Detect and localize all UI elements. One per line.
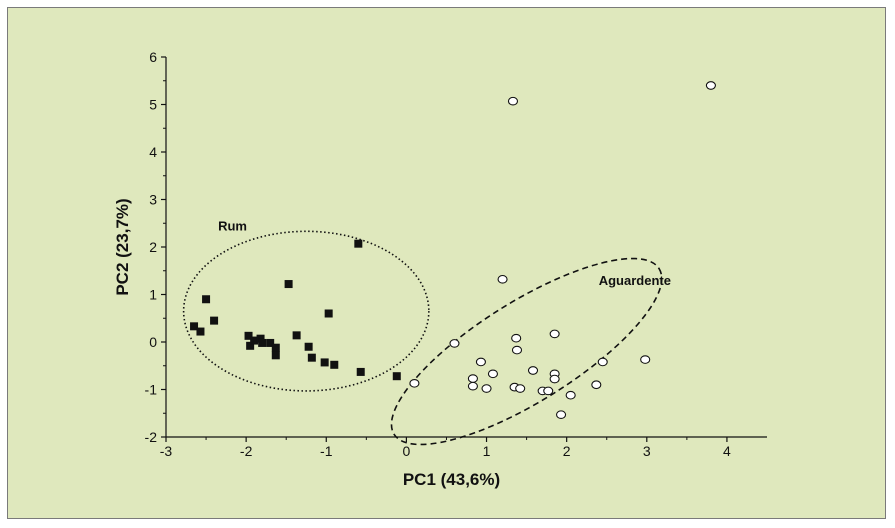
- rum-point: [284, 280, 293, 289]
- ellipse-aguardente: [390, 257, 663, 446]
- y-tick-label: -1: [145, 382, 158, 398]
- x-tick-label: 0: [403, 443, 411, 459]
- rum-point: [324, 309, 333, 318]
- y-tick-label: 0: [149, 334, 157, 350]
- aguardente-point: [515, 384, 526, 393]
- x-tick-label: 1: [483, 443, 491, 459]
- x-tick-label: 4: [723, 443, 731, 459]
- y-tick-label: 2: [149, 239, 157, 255]
- aguardente-point: [511, 333, 522, 343]
- ellipse-rum: [182, 230, 430, 392]
- rum-point: [258, 338, 267, 347]
- aguardente-point: [640, 355, 651, 364]
- aguardente-point: [467, 381, 478, 391]
- rum-point: [354, 239, 363, 248]
- aguardente-point: [591, 380, 602, 390]
- group-label: Aguardente: [599, 273, 671, 288]
- aguardente-point: [467, 374, 478, 383]
- rum-point: [210, 316, 219, 325]
- aguardente-point: [705, 81, 716, 90]
- rum-point: [292, 331, 301, 340]
- aguardente-point: [487, 369, 498, 379]
- rum-point: [196, 327, 205, 336]
- chart-panel: -3 -2 -1 0 1 2 3 4 -2 -1 0 1 2 3 4 5 6 Rum Aguardente PC1…: [7, 7, 886, 519]
- aguardente-point: [549, 374, 560, 384]
- axes: [165, 57, 767, 438]
- rum-point: [271, 343, 280, 352]
- rum-point: [392, 372, 401, 381]
- rum-point: [271, 351, 280, 360]
- group-label: Rum: [218, 218, 247, 233]
- aguardente-point: [597, 357, 608, 367]
- aguardente-point: [565, 390, 576, 400]
- y-tick-label: 1: [149, 287, 157, 303]
- aguardente-point: [543, 386, 554, 396]
- x-axis-title: PC1 (43,6%): [403, 470, 500, 489]
- x-tick-label: -1: [320, 443, 333, 459]
- aguardente-point: [556, 410, 567, 420]
- rum-point: [246, 341, 255, 350]
- y-tick-label: 3: [149, 192, 157, 208]
- y-tick-label: 4: [149, 144, 157, 160]
- rum-point: [330, 360, 339, 369]
- rum-point: [250, 336, 259, 345]
- aguardente-point: [511, 345, 523, 355]
- x-tick-label: 2: [563, 443, 571, 459]
- rum-point: [307, 353, 316, 362]
- rum-point: [356, 367, 365, 376]
- y-tick-label: 6: [149, 49, 157, 65]
- group-ellipses: [182, 230, 663, 446]
- data-points: [190, 81, 716, 420]
- aguardente-point: [527, 366, 539, 375]
- x-tick-label: 3: [643, 443, 651, 459]
- aguardente-point: [475, 357, 486, 367]
- y-axis-title: PC2 (23,7%): [113, 198, 132, 295]
- rum-point: [244, 331, 253, 340]
- rum-point: [256, 334, 265, 343]
- rum-point: [304, 342, 313, 351]
- x-tick-label: -3: [160, 443, 173, 459]
- aguardente-point: [497, 274, 508, 284]
- x-tick-label: -2: [240, 443, 253, 459]
- rum-point: [266, 338, 275, 347]
- rum-point: [320, 358, 329, 367]
- aguardente-point: [481, 384, 492, 393]
- aguardente-point: [449, 339, 460, 348]
- aguardente-point: [409, 378, 420, 388]
- aguardente-point: [507, 96, 519, 106]
- y-tick-label: 5: [149, 97, 157, 113]
- rum-point: [190, 322, 199, 331]
- rum-point: [202, 295, 211, 304]
- aguardente-point: [549, 329, 560, 339]
- y-tick-label: -2: [145, 429, 158, 445]
- group-labels: Rum Aguardente: [218, 218, 671, 288]
